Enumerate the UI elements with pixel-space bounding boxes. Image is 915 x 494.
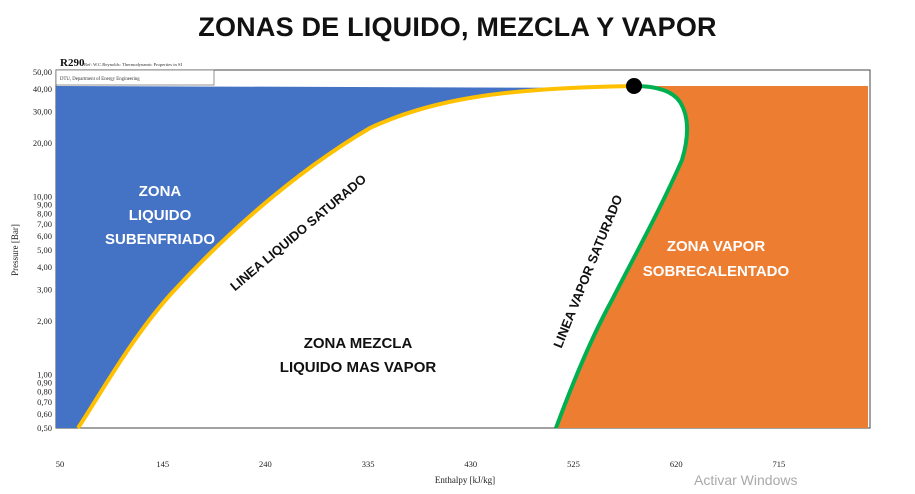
y-tick-label-5: 9,00 bbox=[37, 200, 52, 210]
y-tick-label-9: 5,00 bbox=[37, 245, 52, 255]
page-title: ZONAS DE LIQUIDO, MEZCLA Y VAPOR bbox=[198, 12, 717, 42]
reference-label: Ref: W.C.Reynolds: Thermodynamic Propert… bbox=[84, 62, 183, 67]
y-tick-label-17: 0,60 bbox=[37, 409, 52, 419]
vapor-zone-area bbox=[556, 86, 868, 428]
x-tick-label-0: 50 bbox=[56, 459, 65, 469]
y-tick-label-6: 8,00 bbox=[37, 209, 52, 219]
liquid-zone-label-1: ZONA bbox=[139, 183, 182, 200]
mixture-zone-label-1: ZONA MEZCLA bbox=[304, 335, 413, 352]
y-tick-label-13: 1,00 bbox=[37, 369, 52, 379]
y-tick-label-0: 50,00 bbox=[33, 67, 52, 77]
refrigerant-label: R290 bbox=[60, 57, 85, 69]
y-tick-label-14: 0,90 bbox=[37, 378, 52, 388]
y-tick-label-3: 20,00 bbox=[33, 138, 52, 148]
liquid-zone-label-2: LIQUIDO bbox=[129, 207, 192, 224]
x-tick-label-7: 715 bbox=[773, 459, 786, 469]
y-tick-label-16: 0,70 bbox=[37, 397, 52, 407]
y-tick-label-12: 2,00 bbox=[37, 316, 52, 326]
x-tick-label-1: 145 bbox=[156, 459, 169, 469]
y-tick-label-7: 7,00 bbox=[37, 219, 52, 229]
saturated-liquid-line bbox=[76, 84, 635, 430]
y-tick-label-2: 30,00 bbox=[33, 107, 52, 117]
x-tick-label-5: 525 bbox=[567, 459, 580, 469]
vapor-zone-label-2: SOBRECALENTADO bbox=[643, 263, 790, 280]
critical-point bbox=[626, 78, 642, 94]
y-tick-label-4: 10,00 bbox=[33, 191, 52, 201]
y-tick-label-11: 3,00 bbox=[37, 285, 52, 295]
x-tick-label-2: 240 bbox=[259, 459, 272, 469]
y-tick-label-15: 0,80 bbox=[37, 387, 52, 397]
department-label: DTU, Department of Energy Engineering bbox=[60, 77, 140, 82]
y-tick-label-8: 6,00 bbox=[37, 231, 52, 241]
saturated-vapor-line bbox=[554, 84, 689, 429]
x-axis-label: Enthalpy [kJ/kg] bbox=[435, 475, 495, 485]
y-axis-label: Pressure [Bar] bbox=[10, 224, 20, 276]
y-tick-label-1: 40,00 bbox=[33, 84, 52, 94]
x-tick-label-3: 335 bbox=[362, 459, 375, 469]
x-tick-label-4: 430 bbox=[464, 459, 477, 469]
y-tick-label-10: 4,00 bbox=[37, 262, 52, 272]
chart-header-box bbox=[55, 69, 215, 86]
liquid-zone-label-3: SUBENFRIADO bbox=[105, 231, 215, 248]
windows-activation-watermark: Activar Windows bbox=[694, 472, 798, 488]
x-tick-label-6: 620 bbox=[670, 459, 683, 469]
vapor-zone-label-1: ZONA VAPOR bbox=[667, 238, 766, 255]
y-tick-label-18: 0,50 bbox=[37, 423, 52, 433]
liquid-zone-area bbox=[56, 86, 868, 428]
y-axis-ticks: 50,00 40,00 30,00 20,00 10,009,008,007,00 6,0… bbox=[33, 67, 52, 433]
x-axis-ticks: 50 145 240 335 430 525 620 715 bbox=[56, 459, 786, 469]
mixture-zone-label-2: LIQUIDO MAS VAPOR bbox=[280, 359, 437, 376]
